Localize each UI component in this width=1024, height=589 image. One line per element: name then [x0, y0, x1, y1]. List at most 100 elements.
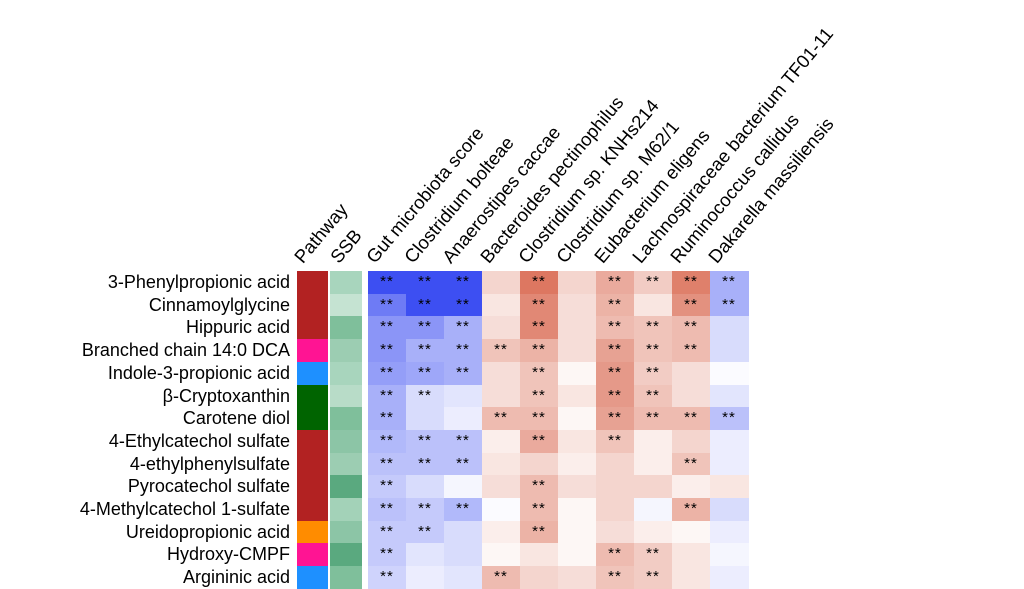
- heatmap-cell: [482, 566, 521, 589]
- heatmap-cell: [634, 407, 673, 431]
- heatmap-cell: [482, 316, 521, 340]
- ssb-cell: [330, 293, 362, 317]
- pathway-cell: [297, 429, 328, 454]
- heatmap-cell: [596, 543, 635, 567]
- heatmap-cell: [444, 452, 483, 476]
- heatmap-cell: [596, 475, 635, 499]
- pathway-cell: [297, 293, 328, 317]
- heatmap-cell: [596, 429, 635, 454]
- significance-mark: **: [532, 431, 546, 449]
- heatmap-cell: [558, 566, 597, 589]
- row-label: Hippuric acid: [185, 317, 290, 338]
- heatmap-cell: [406, 407, 445, 431]
- significance-mark: **: [532, 273, 546, 290]
- heatmap-cell: [482, 520, 521, 544]
- heatmap-cell: [520, 429, 559, 454]
- heatmap-cell: [634, 293, 673, 317]
- ssb-cell: [330, 475, 362, 499]
- heatmap-cell: [596, 498, 635, 522]
- heatmap-cell: [520, 543, 559, 567]
- heatmap-cell: [710, 361, 749, 385]
- pathway-cell: [297, 498, 328, 522]
- pathway-cell: [297, 520, 328, 544]
- significance-mark: **: [456, 454, 470, 472]
- heatmap-cell: [368, 316, 407, 340]
- heatmap-cell: [558, 429, 597, 454]
- significance-mark: **: [646, 386, 660, 404]
- significance-mark: **: [608, 341, 622, 359]
- significance-mark: **: [494, 568, 508, 586]
- heatmap-cell: [444, 498, 483, 522]
- heatmap-cell: [520, 407, 559, 431]
- heatmap-cell: [368, 475, 407, 499]
- significance-mark: **: [532, 500, 546, 517]
- significance-mark: **: [418, 454, 432, 472]
- row-label: Carotene diol: [182, 408, 290, 429]
- significance-mark: **: [380, 295, 394, 313]
- pathway-cell: [297, 339, 328, 363]
- heatmap-cell: [634, 361, 673, 385]
- heatmap-cell: [672, 543, 711, 567]
- heatmap-cell: [672, 520, 711, 544]
- heatmap-cell: [596, 271, 635, 295]
- row-label: 4-ethylphenylsulfate: [129, 453, 290, 474]
- heatmap-cell: [482, 407, 521, 431]
- heatmap-cell: [672, 361, 711, 385]
- row-label: 4-Methylcatechol 1-sulfate: [79, 499, 290, 519]
- heatmap-cell: [368, 339, 407, 363]
- heatmap-cell: [482, 498, 521, 522]
- significance-mark: **: [380, 431, 394, 449]
- ssb-cell: [330, 543, 362, 567]
- significance-mark: **: [608, 318, 622, 336]
- heatmap-cell: [558, 361, 597, 385]
- heatmap-cell: [444, 293, 483, 317]
- significance-mark: **: [380, 500, 394, 517]
- significance-mark: **: [418, 295, 432, 313]
- significance-mark: **: [608, 409, 622, 427]
- heatmap-cell: [520, 498, 559, 522]
- heatmap-cell: [558, 498, 597, 522]
- pathway-cell: [297, 566, 328, 589]
- row-label: Argininic acid: [182, 567, 290, 588]
- significance-mark: **: [380, 477, 394, 495]
- heatmap-cell: [710, 271, 749, 295]
- heatmap-cell: [672, 293, 711, 317]
- significance-mark: **: [608, 295, 622, 313]
- significance-mark: **: [532, 477, 546, 495]
- heatmap-cell: [596, 566, 635, 589]
- row-label: β-Cryptoxanthin: [162, 385, 290, 406]
- heatmap-cell: [444, 384, 483, 408]
- significance-mark: **: [418, 318, 432, 336]
- significance-mark: **: [722, 295, 736, 313]
- heatmap-cell: [672, 566, 711, 589]
- significance-mark: **: [494, 341, 508, 359]
- heatmap-cell: [558, 543, 597, 567]
- heatmap-cell: [596, 520, 635, 544]
- heatmap-cell: [596, 316, 635, 340]
- heatmap-cell: [406, 498, 445, 522]
- heatmap-cell: [368, 452, 407, 476]
- pathway-cell: [297, 543, 328, 567]
- significance-mark: **: [418, 363, 432, 381]
- significance-mark: **: [380, 568, 394, 586]
- ssb-cell: [330, 316, 362, 340]
- heatmap-cell: [672, 407, 711, 431]
- significance-mark: **: [418, 522, 432, 540]
- significance-mark: **: [646, 363, 660, 381]
- heatmap-cell: [444, 339, 483, 363]
- ssb-cell: [330, 407, 362, 431]
- heatmap-cell: [406, 452, 445, 476]
- heatmap-cell: [672, 271, 711, 295]
- heatmap-cell: [672, 452, 711, 476]
- heatmap-cell: [710, 407, 749, 431]
- heatmap-cell: [406, 293, 445, 317]
- row-label: Ureidopropionic acid: [125, 521, 290, 542]
- heatmap-cell: [482, 475, 521, 499]
- heatmap-cell: [558, 475, 597, 499]
- significance-mark: **: [608, 545, 622, 563]
- heatmap-cell: [596, 293, 635, 317]
- significance-mark: **: [494, 409, 508, 427]
- significance-mark: **: [456, 295, 470, 313]
- significance-mark: **: [684, 341, 698, 359]
- ssb-cell: [330, 361, 362, 385]
